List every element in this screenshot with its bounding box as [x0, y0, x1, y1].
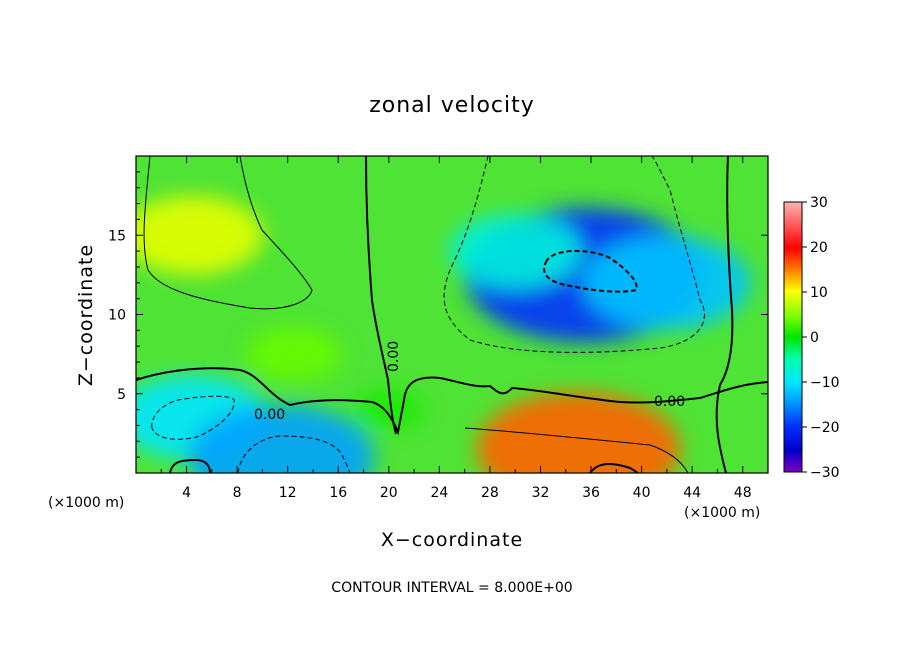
field-feature-4 — [476, 392, 681, 473]
colorbar-tick-label: −20 — [810, 420, 840, 436]
x-tick-label: 36 — [582, 485, 600, 501]
y-axis-label: Z−coordinate — [75, 244, 97, 386]
field-feature-2 — [449, 214, 582, 289]
positive-contour-bottom-right — [464, 427, 689, 473]
y-axis-ticks: 5 10 15 — [108, 171, 768, 458]
x-tick-label: 32 — [532, 485, 550, 501]
negative-contour-upper-right — [443, 156, 705, 353]
x-tick-label: 16 — [329, 485, 347, 501]
x-tick-label: 24 — [430, 485, 448, 501]
contour-label-1: 0.00 — [254, 407, 285, 423]
x-tick-label: 20 — [380, 485, 398, 501]
x-tick-label: 40 — [633, 485, 651, 501]
colorbar-tick-label: 30 — [810, 195, 828, 211]
contour-label-3: 0.00 — [654, 394, 685, 410]
colorbar-tick-label: 0 — [810, 330, 819, 346]
positive-contour-top-left — [143, 156, 313, 310]
x-unit-label-right: (×1000 m) — [684, 505, 760, 521]
x-tick-label: 12 — [279, 485, 297, 501]
field-feature-3 — [136, 195, 264, 275]
colorbar-ticks: 30 20 10 0 −10 −20 −30 — [802, 195, 840, 481]
zero-contour-bottom-right — [589, 463, 639, 473]
zero-contour-horizontal — [136, 367, 768, 436]
field-feature-6 — [188, 405, 375, 473]
x-tick-label: 44 — [683, 485, 701, 501]
x-tick-label: 8 — [233, 485, 242, 501]
chart-title: zonal velocity — [369, 93, 535, 118]
negative-contour-core — [543, 249, 638, 293]
y-tick-label: 10 — [108, 308, 126, 324]
contour-lines — [136, 156, 768, 473]
y-tick-label: 5 — [117, 387, 126, 403]
contour-label-2: 0.00 — [386, 341, 402, 372]
field-feature-7 — [246, 327, 342, 382]
plot-area: 0.00 0.00 0.00 — [136, 156, 768, 473]
colorbar-tick-label: −10 — [810, 375, 840, 391]
colorbar — [783, 201, 803, 473]
velocity-field — [136, 195, 751, 473]
negative-contour-lower-left — [151, 395, 235, 440]
zero-contour-left-vertical — [365, 156, 397, 435]
x-axis-label: X−coordinate — [381, 529, 523, 551]
x-unit-label-left: (×1000 m) — [48, 495, 124, 511]
zero-contour-bottom-left — [169, 458, 211, 473]
x-tick-label: 28 — [481, 485, 499, 501]
x-axis-ticks: 4 8 12 16 20 24 28 32 36 40 44 48 — [160, 156, 752, 501]
contour-interval-note: CONTOUR INTERVAL = 8.000E+00 — [331, 580, 572, 596]
field-feature-8 — [354, 390, 424, 429]
colorbar-tick-label: 10 — [810, 285, 828, 301]
y-tick-label: 15 — [108, 228, 126, 244]
zero-contour-right-vertical — [715, 156, 734, 473]
colorbar-tick-label: −30 — [810, 465, 840, 481]
x-tick-label: 4 — [182, 485, 191, 501]
x-tick-label: 48 — [734, 485, 752, 501]
colorbar-tick-label: 20 — [810, 240, 828, 256]
negative-contour-bottom — [237, 435, 351, 473]
field-feature-1 — [582, 235, 751, 330]
